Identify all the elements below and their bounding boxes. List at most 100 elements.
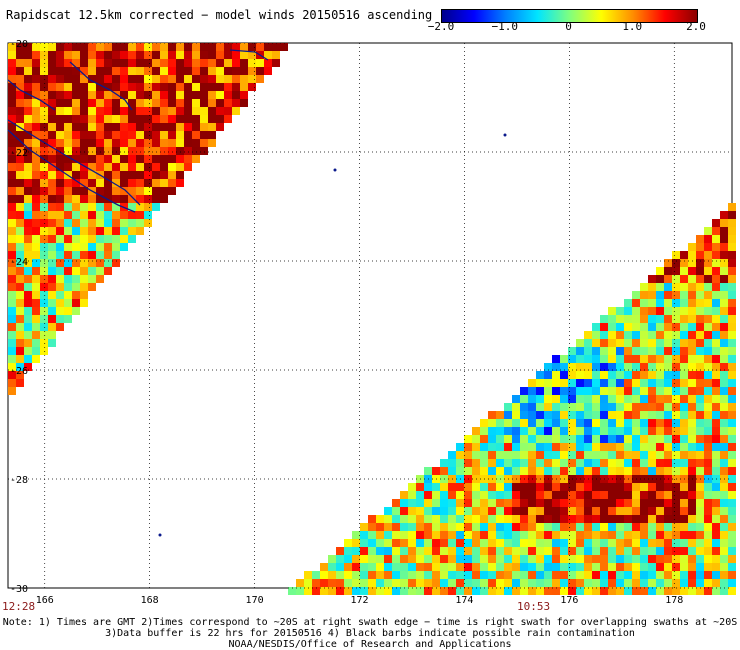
wind-cell <box>448 459 456 467</box>
wind-cell <box>320 571 328 579</box>
wind-cell <box>136 147 144 155</box>
wind-cell <box>728 203 736 211</box>
wind-cell <box>32 171 40 179</box>
wind-cell <box>624 443 632 451</box>
coastline-segment <box>69 61 133 111</box>
wind-cell <box>528 443 536 451</box>
wind-cell <box>200 131 208 139</box>
wind-cell <box>464 531 472 539</box>
wind-cell <box>40 179 48 187</box>
wind-cell <box>376 523 384 531</box>
wind-cell <box>304 579 312 587</box>
wind-cell <box>128 99 136 107</box>
wind-cell <box>184 75 192 83</box>
wind-cell <box>104 43 112 51</box>
wind-cell <box>344 539 352 547</box>
wind-cell <box>680 427 688 435</box>
wind-cell <box>696 427 704 435</box>
wind-cell <box>592 451 600 459</box>
wind-cell <box>672 307 680 315</box>
wind-cell <box>144 211 152 219</box>
wind-cell <box>192 51 200 59</box>
wind-cell <box>496 547 504 555</box>
wind-cell <box>200 83 208 91</box>
wind-cell <box>56 275 64 283</box>
wind-cell <box>696 331 704 339</box>
wind-cell <box>184 147 192 155</box>
wind-cell <box>344 547 352 555</box>
wind-cell <box>24 203 32 211</box>
wind-cell <box>48 251 56 259</box>
wind-cell <box>16 363 24 371</box>
wind-cell <box>712 587 720 595</box>
wind-cell <box>528 403 536 411</box>
wind-cell <box>688 539 696 547</box>
wind-cell <box>144 139 152 147</box>
wind-cell <box>520 507 528 515</box>
wind-cell <box>536 443 544 451</box>
wind-cell <box>88 83 96 91</box>
wind-cell <box>328 571 336 579</box>
wind-cell <box>696 355 704 363</box>
wind-cell <box>88 155 96 163</box>
wind-cell <box>576 339 584 347</box>
wind-cell <box>600 355 608 363</box>
wind-cell <box>368 523 376 531</box>
wind-cell <box>664 467 672 475</box>
wind-cell <box>128 227 136 235</box>
wind-cell <box>496 555 504 563</box>
wind-cell <box>504 411 512 419</box>
wind-cell <box>360 523 368 531</box>
wind-cell <box>160 83 168 91</box>
longitude-label: 168 <box>141 595 159 606</box>
wind-cell <box>456 451 464 459</box>
wind-cell <box>488 507 496 515</box>
wind-cell <box>432 467 440 475</box>
wind-cell <box>704 235 712 243</box>
wind-cell <box>584 539 592 547</box>
wind-cell <box>312 587 320 595</box>
wind-cell <box>440 459 448 467</box>
wind-cell <box>616 331 624 339</box>
wind-cell <box>464 523 472 531</box>
wind-cell <box>720 587 728 595</box>
wind-cell <box>152 187 160 195</box>
wind-cell <box>568 435 576 443</box>
wind-cell <box>696 515 704 523</box>
wind-cell <box>488 499 496 507</box>
wind-cell <box>504 483 512 491</box>
wind-cell <box>504 587 512 595</box>
wind-cell <box>440 507 448 515</box>
wind-cell <box>96 123 104 131</box>
wind-cell <box>32 179 40 187</box>
wind-cell <box>672 275 680 283</box>
wind-cell <box>464 539 472 547</box>
wind-cell <box>728 579 736 587</box>
wind-cell <box>528 435 536 443</box>
wind-cell <box>472 563 480 571</box>
wind-cell <box>704 395 712 403</box>
wind-cell <box>512 427 520 435</box>
wind-cell <box>488 451 496 459</box>
wind-cell <box>720 219 728 227</box>
wind-cell <box>656 555 664 563</box>
wind-cell <box>88 67 96 75</box>
wind-cell <box>456 483 464 491</box>
wind-cell <box>584 443 592 451</box>
wind-cell <box>392 587 400 595</box>
wind-cell <box>648 499 656 507</box>
wind-cell <box>720 379 728 387</box>
wind-cell <box>648 467 656 475</box>
wind-cell <box>80 163 88 171</box>
wind-cell <box>616 315 624 323</box>
wind-cell <box>712 219 720 227</box>
wind-cell <box>216 115 224 123</box>
wind-cell <box>656 571 664 579</box>
wind-cell <box>688 515 696 523</box>
wind-cell <box>728 291 736 299</box>
wind-cell <box>616 347 624 355</box>
wind-cell <box>80 259 88 267</box>
wind-cell <box>16 195 24 203</box>
wind-cell <box>464 571 472 579</box>
wind-cell <box>56 291 64 299</box>
